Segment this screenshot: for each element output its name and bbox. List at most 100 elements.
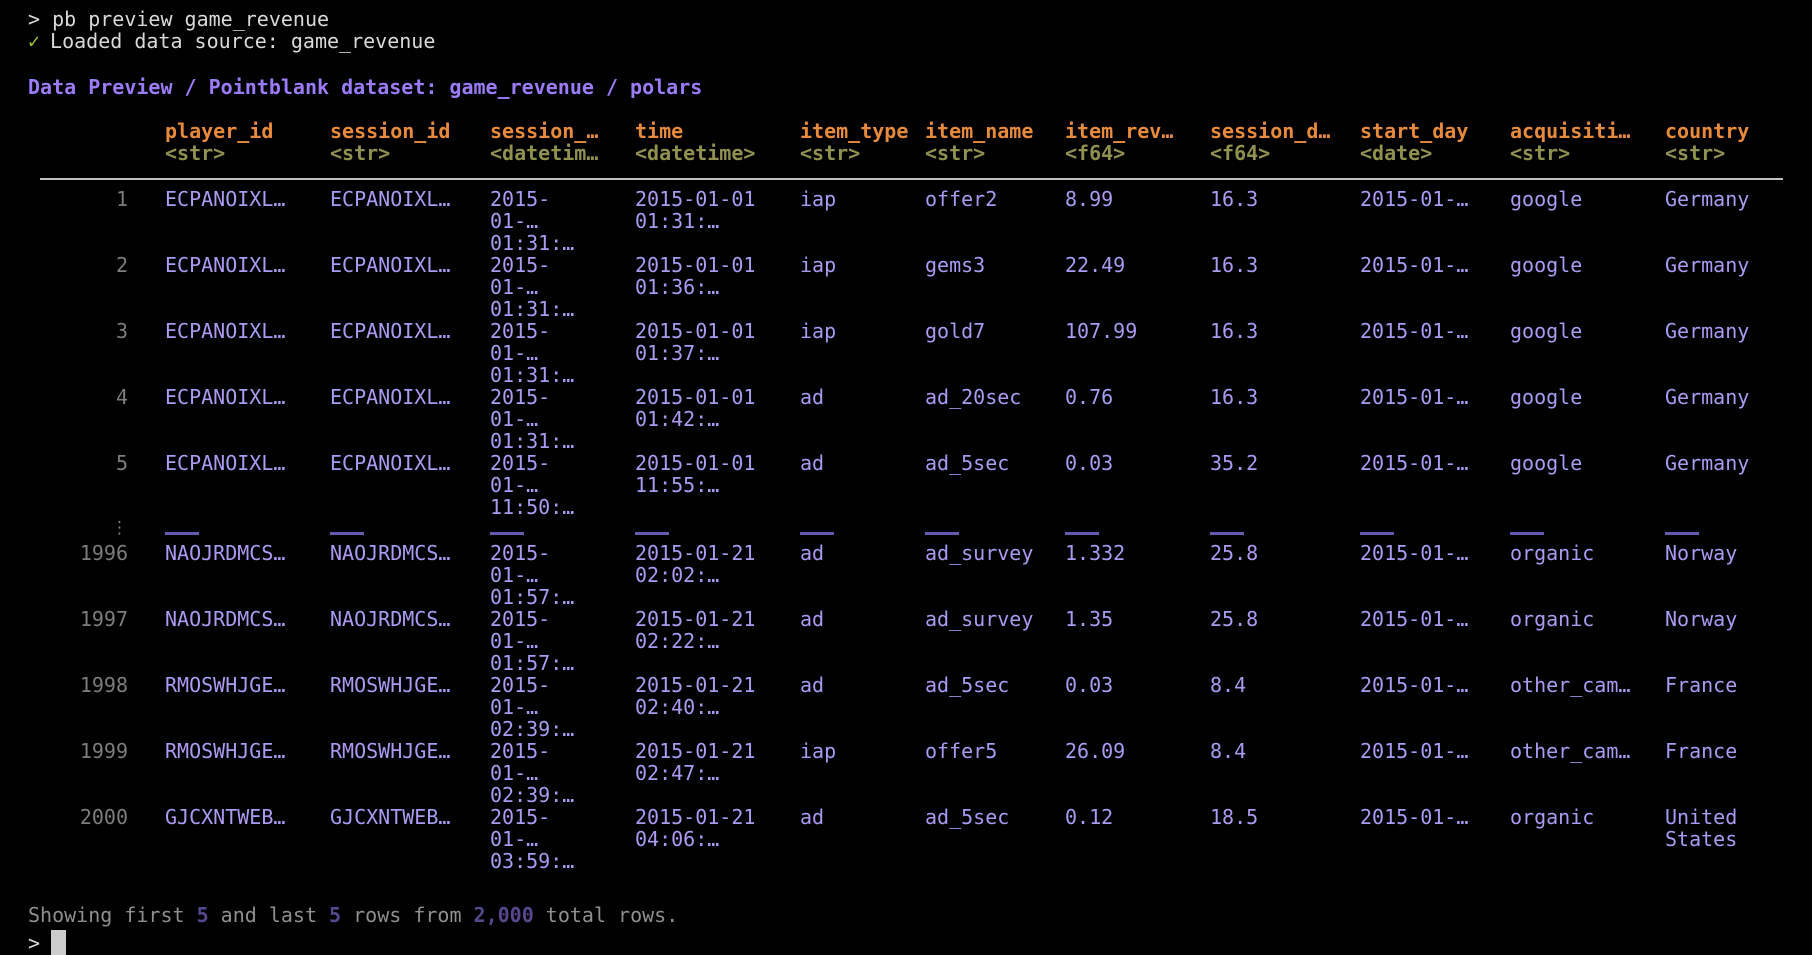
table-cell: 2015-01-… bbox=[1360, 607, 1469, 631]
table-cell: iap bbox=[800, 187, 837, 211]
table-cell: 35.2 bbox=[1210, 451, 1259, 475]
column-header-itemrev: item_rev… <f64> bbox=[1028, 120, 1173, 164]
table-cell: ad_5sec bbox=[925, 805, 1010, 829]
table-cell: ECPANOIXL… bbox=[330, 385, 451, 409]
table-cell: 2015-01-… 01:57:… bbox=[490, 607, 575, 675]
table-cell: google bbox=[1510, 319, 1583, 343]
table-cell: RMOSWHJGE… bbox=[165, 739, 286, 763]
row-number: 1997 bbox=[79, 607, 128, 631]
column-name: item_rev… bbox=[1065, 119, 1174, 143]
table-cell: ad_survey bbox=[925, 541, 1034, 565]
table-cell: 25.8 bbox=[1210, 541, 1259, 565]
table-cell: gold7 bbox=[925, 319, 986, 343]
command-line: > pb preview game_revenue bbox=[28, 8, 1812, 30]
column-type: <date> bbox=[1360, 141, 1433, 165]
table-cell: 2015-01-21 02:22:… bbox=[635, 607, 756, 653]
column-name: session_d… bbox=[1210, 119, 1331, 143]
column-header-acquisiti: acquisiti… <str> bbox=[1473, 119, 1631, 164]
check-icon: ✓ bbox=[28, 29, 41, 53]
table-cell: 2015-01-01 01:31:… bbox=[635, 187, 756, 233]
column-name: item_type bbox=[800, 119, 909, 143]
table-cell: Germany bbox=[1665, 385, 1750, 409]
table-cell: 18.5 bbox=[1210, 805, 1259, 829]
omitted-rows-dash bbox=[635, 532, 669, 535]
omitted-rows-cell bbox=[1473, 518, 1628, 540]
table-cell: 2015-01-… bbox=[1360, 253, 1469, 277]
terminal-cursor[interactable] bbox=[51, 930, 67, 955]
omitted-rows-dash bbox=[1065, 532, 1099, 535]
table-cell: ad bbox=[800, 451, 825, 475]
omitted-rows-cell bbox=[1173, 518, 1323, 540]
table-cell: 2015-01-… bbox=[1360, 805, 1469, 829]
table-body: 1 ECPANOIXL… ECPANOIXL… 2015-01-… 01:31:… 20… bbox=[28, 188, 1812, 872]
table-cell: Norway bbox=[1665, 607, 1738, 631]
column-type: <datetim… bbox=[490, 141, 599, 165]
table-cell: offer5 bbox=[925, 739, 998, 763]
table-cell: 1.35 bbox=[1065, 607, 1114, 631]
load-status-line: ✓ Loaded data source: game_revenue bbox=[28, 30, 1812, 52]
omitted-rows-cell bbox=[888, 518, 1028, 540]
table-cell: ad_20sec bbox=[925, 385, 1022, 409]
table-cell: United States bbox=[1665, 805, 1738, 851]
table-cell: NAOJRDMCS… bbox=[165, 541, 286, 565]
row-number: 2 bbox=[115, 253, 128, 277]
table-cell: gems3 bbox=[925, 253, 986, 277]
table-cell: 2015-01-21 02:40:… bbox=[635, 673, 756, 719]
table-cell: 2015-01-… 01:57:… bbox=[490, 541, 575, 609]
column-header-playerid: player_id <str> bbox=[128, 120, 293, 164]
table-header-row: player_id <str> session_id <str> session_… <d… bbox=[28, 120, 1812, 164]
command-text: pb preview game_revenue bbox=[52, 7, 330, 31]
table-cell: 2015-01-… bbox=[1360, 541, 1469, 565]
omitted-rows-cell bbox=[128, 518, 293, 540]
omitted-rows-dash bbox=[165, 532, 199, 535]
table-cell: ad_survey bbox=[925, 607, 1034, 631]
column-header-time: time <datetime> bbox=[598, 120, 763, 164]
table-row: 1998 RMOSWHJGE… RMOSWHJGE… 2015-01-… 02:39:… bbox=[28, 674, 1812, 740]
table-cell: 16.3 bbox=[1210, 187, 1259, 211]
omitted-rows-dash bbox=[490, 532, 524, 535]
row-summary: Showing first 5 and last 5 rows from 2,0… bbox=[28, 904, 1812, 926]
table-cell: 25.8 bbox=[1210, 607, 1259, 631]
table-cell: ECPANOIXL… bbox=[165, 385, 286, 409]
table-cell: 2015-01-… bbox=[1360, 187, 1469, 211]
summary-text: rows from bbox=[341, 903, 474, 927]
row-number: 3 bbox=[115, 319, 128, 343]
table-cell: ECPANOIXL… bbox=[330, 187, 451, 211]
omitted-rows-cell bbox=[293, 518, 453, 540]
table-cell: Germany bbox=[1665, 253, 1750, 277]
table-cell: RMOSWHJGE… bbox=[330, 739, 451, 763]
preview-title: Data Preview / Pointblank dataset: game_… bbox=[28, 75, 703, 99]
omitted-rows-dash bbox=[1210, 532, 1244, 535]
omitted-rows-cell bbox=[453, 518, 598, 540]
table-cell: 2015-01-01 01:42:… bbox=[635, 385, 756, 431]
table-cell: GJCXNTWEB… bbox=[330, 805, 451, 829]
omitted-rows-dash bbox=[330, 532, 364, 535]
table-cell: 2015-01-01 01:36:… bbox=[635, 253, 756, 299]
table-cell: 16.3 bbox=[1210, 319, 1259, 343]
table-cell: other_cam… bbox=[1510, 739, 1631, 763]
table-cell: 2015-01-… bbox=[1360, 385, 1469, 409]
table-cell: google bbox=[1510, 187, 1583, 211]
terminal-prompt[interactable]: > bbox=[28, 930, 1812, 955]
table-cell: Germany bbox=[1665, 187, 1750, 211]
terminal: > pb preview game_revenue ✓ Loaded data s… bbox=[28, 8, 1812, 955]
column-name: item_name bbox=[925, 119, 1034, 143]
header-rownum-spacer bbox=[28, 120, 128, 164]
table-cell: 8.4 bbox=[1210, 673, 1247, 697]
row-number: 5 bbox=[115, 451, 128, 475]
table-cell: ECPANOIXL… bbox=[165, 319, 286, 343]
table-row: 3 ECPANOIXL… ECPANOIXL… 2015-01-… 01:31:… 20… bbox=[28, 320, 1812, 386]
table-row: 2 ECPANOIXL… ECPANOIXL… 2015-01-… 01:31:… 20… bbox=[28, 254, 1812, 320]
table-cell: 2015-01-… 02:39:… bbox=[490, 739, 575, 807]
table-cell: offer2 bbox=[925, 187, 998, 211]
table-cell: RMOSWHJGE… bbox=[165, 673, 286, 697]
column-header-itemname: item_name <str> bbox=[888, 119, 1034, 164]
table-cell: France bbox=[1665, 673, 1738, 697]
column-type: <str> bbox=[1665, 141, 1726, 165]
column-type: <f64> bbox=[1065, 141, 1126, 165]
table-cell: NAOJRDMCS… bbox=[165, 607, 286, 631]
table-cell: other_cam… bbox=[1510, 673, 1631, 697]
table-cell: 2015-01-… 03:59:… bbox=[490, 805, 575, 873]
table-cell: 107.99 bbox=[1065, 319, 1138, 343]
column-name: acquisiti… bbox=[1510, 119, 1631, 143]
